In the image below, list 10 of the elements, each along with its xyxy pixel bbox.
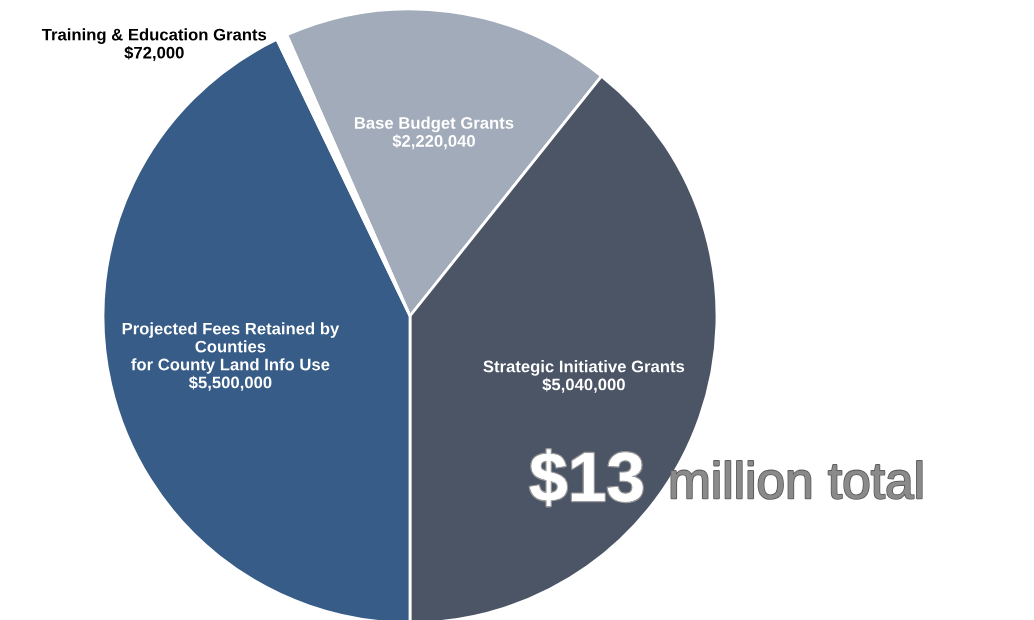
slice-label: Strategic Initiative Grants <box>483 360 685 376</box>
slice-label: Base Budget Grants <box>354 116 514 133</box>
text: million total <box>671 461 922 499</box>
data-label: $2,220,040 <box>392 134 475 150</box>
data-label: $5,500,000 <box>188 375 272 391</box>
slice-label: Training & Education Grants <box>41 28 267 44</box>
slice-label: Projected Fees Retained by Counties for County Land Info Use <box>122 322 340 374</box>
text: $13 <box>530 449 643 507</box>
data-label: $72,000 <box>124 46 184 61</box>
data-label: $5,040,000 <box>542 377 625 393</box>
